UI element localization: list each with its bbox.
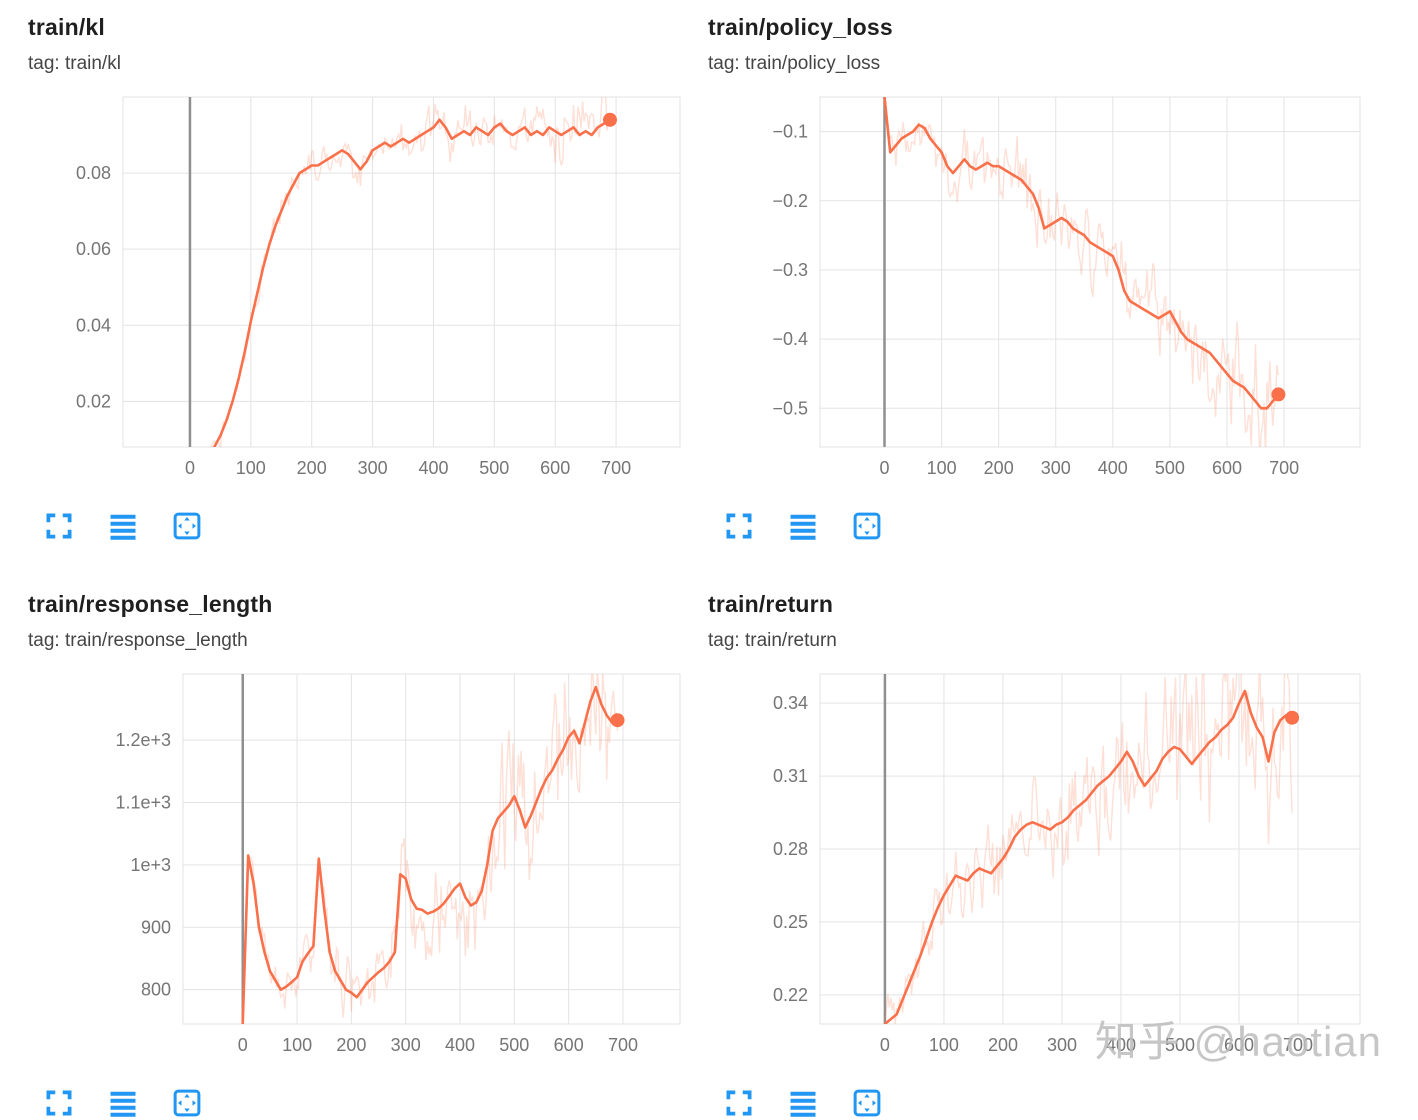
chart-toolbar [708,509,1388,543]
fit-domain-button[interactable] [850,509,884,543]
chart-title: train/response_length [28,591,273,617]
chart-tag: tag: train/policy_loss [708,53,881,74]
fit-domain-button[interactable] [170,509,204,543]
chart-toolbar [28,1086,708,1120]
data-table-icon [110,514,136,540]
svg-text:0: 0 [185,458,195,478]
svg-text:1.1e+3: 1.1e+3 [115,793,171,813]
fit-domain-icon [173,1089,201,1117]
chart-panel: train/response_length tag: train/respons… [28,591,708,1120]
svg-text:1e+3: 1e+3 [130,855,171,875]
svg-text:−0.2: −0.2 [772,191,808,211]
svg-text:200: 200 [988,1035,1018,1055]
chart-panel: train/return tag: train/return 0.22 0.25 0… [708,591,1388,1120]
svg-text:300: 300 [391,1035,421,1055]
svg-text:400: 400 [1098,458,1128,478]
fullscreen-icon [726,1090,752,1116]
svg-text:400: 400 [1106,1035,1136,1055]
svg-text:700: 700 [601,458,631,478]
fullscreen-button[interactable] [722,509,756,543]
svg-text:0: 0 [879,458,889,478]
svg-text:0.04: 0.04 [76,315,111,335]
svg-text:300: 300 [1047,1035,1077,1055]
fullscreen-icon [726,513,752,539]
fullscreen-icon [46,513,72,539]
svg-text:500: 500 [499,1035,529,1055]
fit-domain-icon [853,1089,881,1117]
svg-text:0: 0 [238,1035,248,1055]
data-table-button[interactable] [786,509,820,543]
svg-text:0.31: 0.31 [773,766,808,786]
svg-text:−0.5: −0.5 [772,398,808,418]
svg-text:500: 500 [1165,1035,1195,1055]
line-chart[interactable]: 0.02 0.04 0.06 0.08 0 100 200 300 400 500 600 700 [28,91,690,483]
data-table-button[interactable] [106,509,140,543]
svg-text:500: 500 [479,458,509,478]
svg-text:200: 200 [336,1035,366,1055]
data-table-icon [790,514,816,540]
svg-text:0.28: 0.28 [773,839,808,859]
svg-text:600: 600 [554,1035,584,1055]
chart-toolbar [28,509,708,543]
svg-text:100: 100 [282,1035,312,1055]
svg-text:100: 100 [236,458,266,478]
svg-text:600: 600 [1224,1035,1254,1055]
svg-text:800: 800 [141,980,171,1000]
svg-text:600: 600 [1212,458,1242,478]
fullscreen-button[interactable] [42,509,76,543]
chart-tag: tag: train/response_length [28,630,248,651]
chart-title: train/return [708,591,834,617]
chart-toolbar [708,1086,1388,1120]
svg-text:300: 300 [1041,458,1071,478]
svg-text:0.22: 0.22 [773,985,808,1005]
svg-text:200: 200 [297,458,327,478]
svg-text:700: 700 [1269,458,1299,478]
svg-text:900: 900 [141,917,171,937]
data-table-icon [110,1091,136,1117]
line-chart[interactable]: −0.1 −0.2 −0.3 −0.4 −0.5 0 100 200 300 400 500 600 7… [708,91,1370,483]
line-chart[interactable]: 800 900 1e+3 1.1e+3 1.2e+3 0 100 200 300 400 500 60… [28,668,690,1060]
fit-domain-button[interactable] [170,1086,204,1120]
chart-panel: train/policy_loss tag: train/policy_loss… [708,14,1388,543]
svg-text:−0.1: −0.1 [772,122,808,142]
fullscreen-button[interactable] [42,1086,76,1120]
svg-text:0.34: 0.34 [773,693,808,713]
svg-text:300: 300 [358,458,388,478]
svg-text:200: 200 [984,458,1014,478]
svg-text:100: 100 [929,1035,959,1055]
svg-text:0.02: 0.02 [76,391,111,411]
svg-text:700: 700 [1283,1035,1313,1055]
svg-text:500: 500 [1155,458,1185,478]
data-table-icon [790,1091,816,1117]
fullscreen-button[interactable] [722,1086,756,1120]
svg-text:100: 100 [927,458,957,478]
chart-title: train/kl [28,14,106,40]
svg-text:−0.3: −0.3 [772,260,808,280]
svg-text:0.06: 0.06 [76,239,111,259]
svg-text:−0.4: −0.4 [772,329,808,349]
svg-text:0: 0 [880,1035,890,1055]
chart-title: train/policy_loss [708,14,893,40]
data-table-button[interactable] [106,1086,140,1120]
svg-text:400: 400 [445,1035,475,1055]
line-chart[interactable]: 0.22 0.25 0.28 0.31 0.34 0 100 200 300 400 500 600 7… [708,668,1370,1060]
svg-text:400: 400 [418,458,448,478]
fit-domain-button[interactable] [850,1086,884,1120]
data-table-button[interactable] [786,1086,820,1120]
fit-domain-icon [173,512,201,540]
chart-panel: train/kl tag: train/kl 0.02 0.04 0.06 0.08 0… [28,14,708,543]
chart-tag: tag: train/kl [28,53,121,74]
fullscreen-icon [46,1090,72,1116]
svg-text:0.08: 0.08 [76,163,111,183]
chart-tag: tag: train/return [708,630,837,651]
svg-text:600: 600 [540,458,570,478]
svg-text:0.25: 0.25 [773,912,808,932]
fit-domain-icon [853,512,881,540]
svg-text:700: 700 [608,1035,638,1055]
svg-text:1.2e+3: 1.2e+3 [115,730,171,750]
